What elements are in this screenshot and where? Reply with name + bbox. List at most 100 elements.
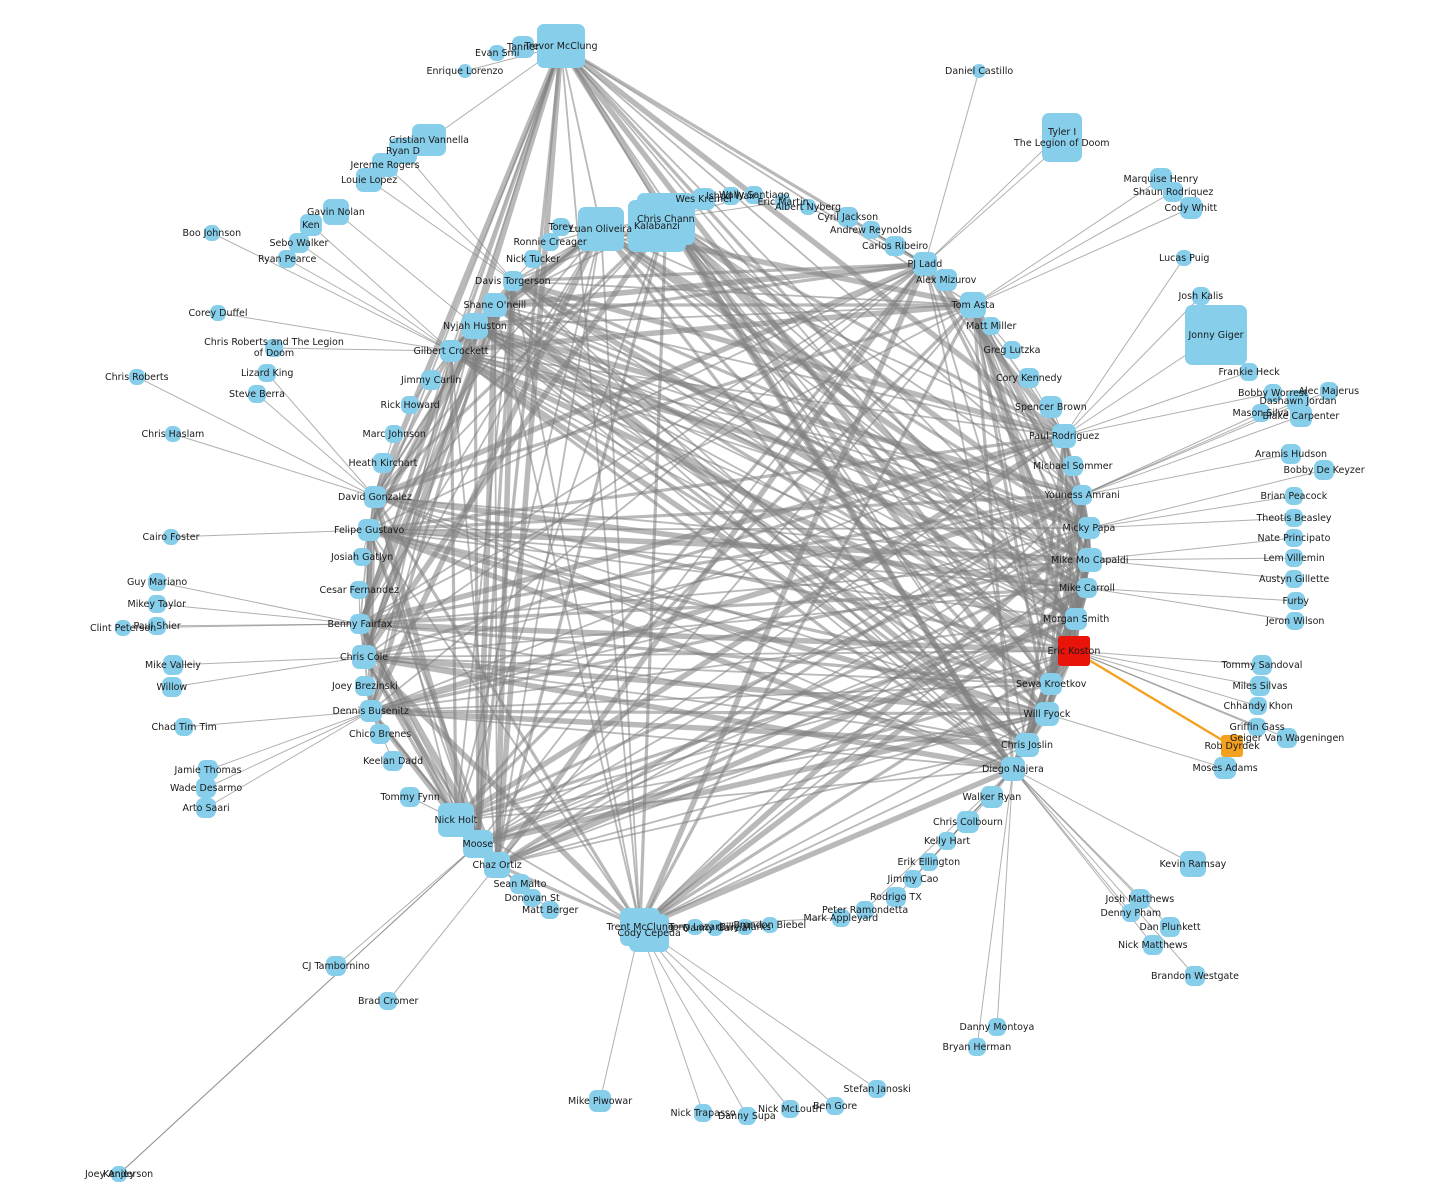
graph-node[interactable]	[537, 24, 585, 68]
graph-node[interactable]	[358, 519, 380, 541]
graph-node[interactable]	[1185, 305, 1247, 365]
graph-node[interactable]	[1063, 456, 1083, 476]
graph-node[interactable]	[350, 581, 368, 599]
graph-node[interactable]	[163, 655, 183, 675]
graph-node[interactable]	[352, 645, 376, 669]
graph-node[interactable]	[1285, 549, 1303, 567]
graph-node[interactable]	[775, 194, 791, 210]
graph-node[interactable]	[524, 250, 542, 268]
graph-node[interactable]	[762, 917, 778, 933]
graph-node[interactable]	[278, 250, 296, 268]
graph-node[interactable]	[957, 811, 979, 833]
graph-node[interactable]	[552, 218, 570, 236]
graph-node[interactable]	[1180, 197, 1202, 219]
graph-node[interactable]	[981, 786, 1003, 808]
graph-node[interactable]	[738, 1107, 756, 1125]
graph-node[interactable]	[1290, 405, 1312, 427]
graph-node[interactable]	[1003, 341, 1021, 359]
graph-node[interactable]	[1252, 404, 1270, 422]
graph-node[interactable]	[148, 617, 166, 635]
graph-node[interactable]	[163, 529, 179, 545]
graph-node[interactable]	[968, 1038, 986, 1056]
graph-node[interactable]	[196, 778, 216, 798]
graph-node[interactable]	[629, 914, 669, 952]
graph-node[interactable]	[248, 385, 266, 403]
graph-node[interactable]	[353, 548, 371, 566]
graph-node[interactable]	[129, 369, 145, 385]
graph-node[interactable]	[401, 396, 419, 414]
graph-node[interactable]	[832, 909, 850, 927]
graph-node[interactable]	[913, 252, 937, 276]
graph-node[interactable]	[300, 214, 322, 236]
graph-node[interactable]	[373, 453, 393, 473]
graph-node[interactable]	[1240, 363, 1258, 381]
graph-node[interactable]	[1248, 718, 1266, 736]
graph-node[interactable]	[982, 317, 1000, 335]
graph-node[interactable]	[781, 1100, 799, 1118]
graph-node[interactable]	[148, 595, 166, 613]
graph-node[interactable]	[440, 340, 462, 362]
graph-node[interactable]	[1281, 444, 1301, 464]
graph-node[interactable]	[800, 199, 816, 215]
graph-node[interactable]	[458, 64, 472, 78]
graph-node[interactable]	[1286, 612, 1304, 630]
graph-node[interactable]	[483, 293, 507, 317]
graph-node[interactable]	[1320, 382, 1338, 400]
graph-node[interactable]	[826, 1097, 844, 1115]
graph-node[interactable]	[687, 919, 703, 935]
graph-node[interactable]	[1214, 757, 1236, 779]
graph-node[interactable]	[198, 760, 218, 780]
graph-node[interactable]	[1078, 517, 1100, 539]
graph-node[interactable]	[503, 271, 523, 291]
graph-node[interactable]	[1185, 966, 1205, 986]
graph-node[interactable]	[1160, 917, 1180, 937]
graph-node[interactable]	[1176, 250, 1192, 266]
graph-node[interactable]	[210, 305, 226, 321]
graph-node[interactable]	[1163, 182, 1183, 202]
graph-node[interactable]	[204, 225, 220, 241]
graph-node[interactable]	[379, 992, 397, 1010]
graph-node[interactable]	[1058, 636, 1090, 666]
graph-node[interactable]	[484, 852, 510, 878]
graph-node[interactable]	[1040, 673, 1062, 695]
graph-node[interactable]	[356, 168, 382, 192]
graph-node[interactable]	[1252, 655, 1272, 675]
graph-node[interactable]	[935, 269, 957, 291]
graph-node[interactable]	[1040, 396, 1062, 418]
graph-node[interactable]	[886, 887, 906, 907]
graph-node[interactable]	[162, 677, 182, 697]
graph-node[interactable]	[326, 956, 346, 976]
graph-node[interactable]	[523, 889, 541, 907]
graph-node[interactable]	[1249, 697, 1267, 715]
graph-node[interactable]	[1221, 735, 1243, 757]
graph-node[interactable]	[745, 186, 763, 204]
graph-node[interactable]	[265, 339, 283, 357]
graph-node[interactable]	[510, 874, 530, 894]
graph-node[interactable]	[370, 724, 390, 744]
graph-node[interactable]	[722, 187, 740, 205]
graph-node[interactable]	[1264, 384, 1282, 402]
graph-node[interactable]	[856, 901, 874, 919]
graph-node[interactable]	[1250, 676, 1270, 696]
graph-node[interactable]	[1019, 368, 1039, 388]
graph-node[interactable]	[862, 221, 880, 239]
graph-node[interactable]	[1285, 487, 1303, 505]
graph-node[interactable]	[1035, 702, 1059, 726]
graph-node[interactable]	[904, 870, 922, 888]
graph-node[interactable]	[1277, 728, 1297, 748]
graph-node[interactable]	[938, 832, 956, 850]
graph-node[interactable]	[737, 919, 753, 935]
graph-node[interactable]	[489, 45, 505, 61]
graph-node[interactable]	[1065, 608, 1087, 630]
graph-node[interactable]	[885, 236, 905, 256]
graph-node[interactable]	[115, 620, 131, 636]
graph-node[interactable]	[920, 853, 938, 871]
graph-node[interactable]	[1042, 124, 1082, 162]
graph-node[interactable]	[400, 787, 420, 807]
graph-node[interactable]	[323, 199, 349, 225]
graph-node[interactable]	[693, 188, 715, 210]
graph-node[interactable]	[1052, 424, 1076, 448]
graph-node[interactable]	[1077, 578, 1097, 598]
graph-node[interactable]	[385, 425, 403, 443]
graph-node[interactable]	[960, 292, 986, 318]
